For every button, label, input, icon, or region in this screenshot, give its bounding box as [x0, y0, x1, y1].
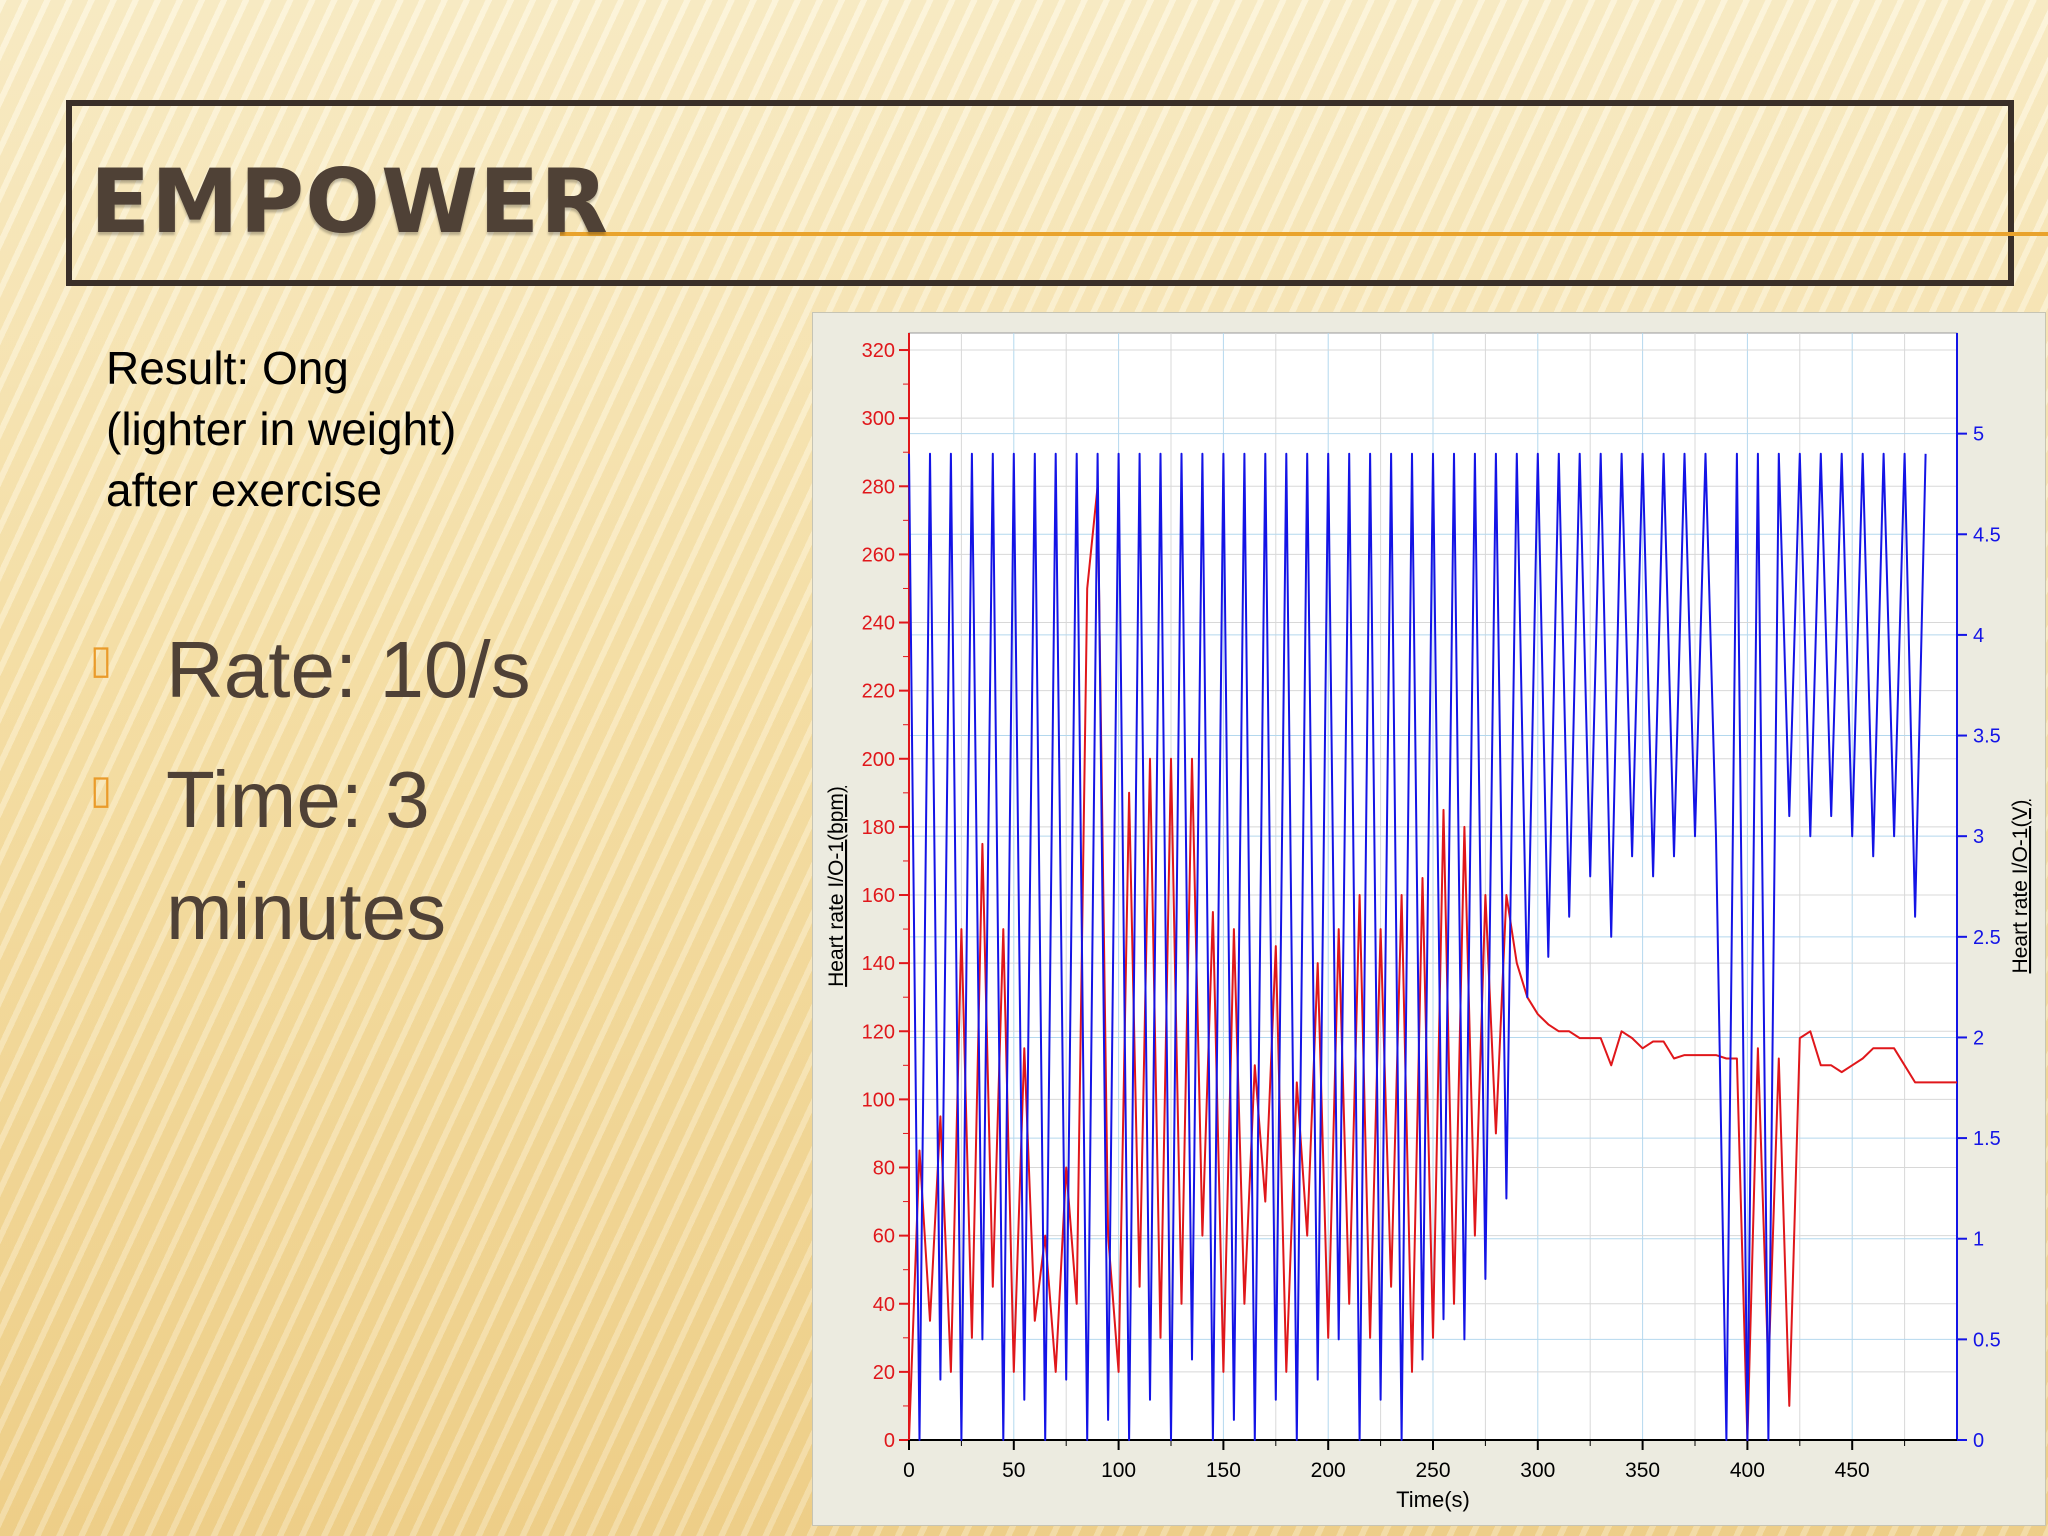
heart-rate-chart: 0204060801001201401601802002202402602803… [825, 332, 2032, 1512]
x-tick-label: 200 [1311, 1459, 1346, 1482]
y-tick-label: 220 [862, 681, 895, 703]
y2-tick-label: 4.5 [1973, 524, 2001, 546]
x-tick-label: 0 [903, 1459, 915, 1482]
y-tick-label: 280 [862, 476, 895, 498]
y-tick-label: 20 [873, 1362, 895, 1384]
y-axis-label: Heart rate I/O-1(bpm) [825, 786, 848, 987]
y-tick-label: 0 [884, 1430, 895, 1452]
y-tick-label: 260 [862, 544, 895, 566]
series-line-bpm [908, 485, 1957, 1441]
y2-tick-label: 1.5 [1973, 1128, 2001, 1150]
x-tick-label: 450 [1835, 1459, 1870, 1482]
y2-tick-label: 3.5 [1973, 726, 2001, 748]
y-tick-label: 80 [873, 1158, 895, 1180]
y2-tick-label: 2.5 [1973, 927, 2001, 949]
y-tick-label: 200 [862, 749, 895, 771]
y2-tick-label: 4 [1973, 625, 1984, 647]
y2-tick-label: 2 [1973, 1027, 1984, 1049]
y-tick-label: 320 [862, 340, 895, 362]
bullet-time: Time: 3 minutes [166, 755, 447, 956]
y2-tick-label: 0 [1973, 1430, 1984, 1452]
x-tick-label: 100 [1101, 1459, 1136, 1482]
title-frame [66, 100, 2014, 286]
square-bullet-icon: ▯ [90, 638, 113, 682]
bullet-rate: Rate: 10/s [166, 625, 531, 714]
x-tick-label: 350 [1625, 1459, 1660, 1482]
square-bullet-icon: ▯ [90, 768, 113, 812]
x-axis-label: Time(s) [1396, 1487, 1470, 1512]
y2-tick-label: 5 [1973, 424, 1984, 446]
title-underline [560, 232, 2048, 236]
y-tick-label: 140 [862, 953, 895, 975]
x-tick-label: 150 [1206, 1459, 1241, 1482]
y-tick-label: 120 [862, 1021, 895, 1043]
slide-title: EMPOWER [90, 150, 609, 253]
y-tick-label: 160 [862, 885, 895, 907]
y2-tick-label: 0.5 [1973, 1329, 2001, 1351]
y-tick-label: 240 [862, 613, 895, 635]
result-note: Result: Ong (lighter in weight) after ex… [106, 342, 457, 516]
y-tick-label: 60 [873, 1226, 895, 1248]
chart-panel: 0 20 40 60 80 100 120 140 160 180 200 220 240 260 280 3… [812, 312, 2046, 1526]
y2-tick-label: 3 [1973, 826, 1984, 848]
x-tick-label: 50 [1002, 1459, 1025, 1482]
y-tick-label: 100 [862, 1089, 895, 1111]
x-tick-label: 300 [1520, 1459, 1555, 1482]
series-line-voltage [908, 452, 1927, 1441]
y2-tick-label: 1 [1973, 1229, 1984, 1251]
x-tick-label: 250 [1415, 1459, 1450, 1482]
y2-axis-label: Heart rate I/O-1(V) [2009, 800, 2032, 974]
y-tick-label: 40 [873, 1294, 895, 1316]
y-tick-label: 300 [862, 408, 895, 430]
y-tick-label: 180 [862, 817, 895, 839]
x-tick-label: 400 [1730, 1459, 1765, 1482]
